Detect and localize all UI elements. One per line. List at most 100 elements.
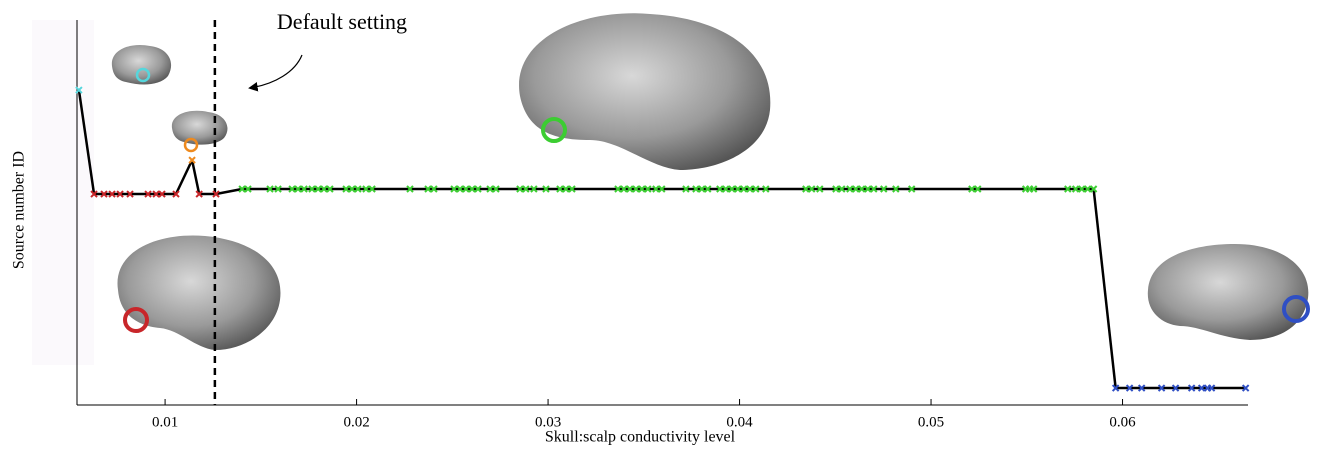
point [266, 185, 274, 193]
point [450, 185, 458, 193]
point [568, 185, 576, 193]
point [238, 185, 246, 193]
point [562, 185, 570, 193]
point [638, 185, 646, 193]
point [692, 185, 700, 193]
point [614, 185, 622, 193]
point [1029, 185, 1038, 193]
point [1171, 384, 1180, 392]
point [892, 185, 900, 193]
point [1197, 384, 1206, 392]
point [116, 190, 124, 198]
point [522, 185, 530, 193]
point [746, 185, 754, 193]
point [212, 190, 220, 198]
point [838, 185, 846, 193]
point [556, 185, 564, 193]
point [652, 185, 660, 193]
point [762, 185, 770, 193]
point [722, 185, 730, 193]
point [1083, 185, 1092, 193]
point [734, 185, 742, 193]
point [530, 185, 538, 193]
point [362, 185, 370, 193]
point [1241, 384, 1250, 392]
connector [1092, 188, 1117, 389]
x-tick-label: 0.02 [343, 414, 369, 430]
point [486, 185, 494, 193]
point [1089, 185, 1098, 193]
point [348, 185, 356, 193]
point [462, 185, 470, 193]
point [880, 185, 888, 193]
point [158, 190, 166, 198]
point [126, 190, 134, 198]
connector [174, 159, 194, 195]
point [368, 185, 376, 193]
x-tick-label: 0.03 [535, 414, 561, 430]
point [1207, 384, 1216, 392]
point [195, 190, 203, 198]
point [716, 185, 724, 193]
x-tick-label: 0.04 [726, 414, 753, 430]
point [802, 185, 810, 193]
point [342, 185, 350, 193]
point [626, 185, 634, 193]
point [326, 185, 334, 193]
x-tick-label: 0.06 [1109, 414, 1136, 430]
x-axis-label: Skull:scalp conductivity level [545, 429, 736, 446]
point [632, 185, 640, 193]
point [406, 185, 414, 193]
point [1125, 384, 1134, 392]
annotation: Default setting [277, 9, 407, 34]
point [300, 185, 308, 193]
point [1111, 384, 1120, 392]
point [144, 190, 152, 198]
point [430, 185, 438, 193]
point [244, 185, 252, 193]
point [704, 185, 712, 193]
point [424, 185, 432, 193]
connector [215, 187, 243, 196]
point [832, 185, 840, 193]
point [152, 190, 160, 198]
point [90, 190, 98, 198]
point [864, 185, 872, 193]
point [752, 185, 760, 193]
point [294, 185, 302, 193]
point [492, 185, 500, 193]
point [1078, 185, 1086, 193]
point [108, 190, 116, 198]
x-tick-label: 0.05 [918, 414, 944, 430]
point [907, 185, 916, 193]
point [1157, 384, 1166, 392]
connector [77, 89, 96, 195]
point [474, 185, 482, 193]
point [172, 190, 180, 198]
point [456, 185, 464, 193]
point [852, 185, 860, 193]
point [870, 185, 878, 193]
point [274, 185, 282, 193]
connector [190, 159, 201, 195]
point [740, 185, 748, 193]
point [308, 185, 316, 193]
point [1071, 185, 1080, 193]
point [658, 185, 666, 193]
point [1064, 185, 1072, 193]
point [1187, 384, 1196, 392]
point [516, 185, 524, 193]
point [846, 185, 854, 193]
point [75, 86, 83, 94]
point [1137, 384, 1146, 392]
point [858, 185, 866, 193]
point [644, 185, 652, 193]
point [974, 185, 982, 193]
point [288, 185, 296, 193]
point [320, 185, 328, 193]
point [620, 185, 628, 193]
point [468, 185, 476, 193]
point [728, 185, 736, 193]
